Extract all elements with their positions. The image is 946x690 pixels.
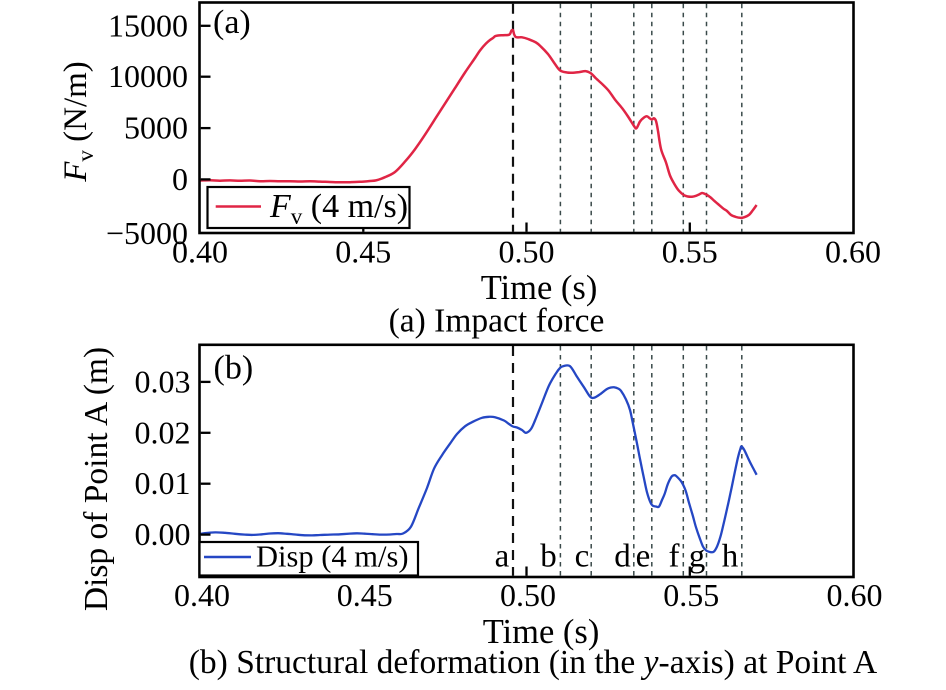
svg-text:(a): (a) <box>213 4 251 41</box>
svg-text:0.01: 0.01 <box>135 465 191 501</box>
svg-text:(b): (b) <box>214 350 254 387</box>
svg-text:Fv (4 m/s): Fv (4 m/s) <box>269 188 408 229</box>
svg-text:(a) Impact force: (a) Impact force <box>389 303 605 340</box>
svg-text:0.55: 0.55 <box>663 577 719 613</box>
svg-text:(b) Structural deformation (in: (b) Structural deformation (in the y-axi… <box>189 644 877 681</box>
svg-text:c: c <box>575 539 590 575</box>
svg-text:0.03: 0.03 <box>135 363 191 399</box>
svg-text:d: d <box>614 539 631 575</box>
svg-text:Disp (4 m/s): Disp (4 m/s) <box>256 540 409 574</box>
svg-text:Time (s): Time (s) <box>481 269 598 307</box>
svg-text:0.50: 0.50 <box>500 577 556 613</box>
svg-text:−5000: −5000 <box>106 215 188 251</box>
svg-text:0.60: 0.60 <box>827 577 883 613</box>
svg-text:Time (s): Time (s) <box>483 613 600 651</box>
svg-text:0.55: 0.55 <box>662 234 718 270</box>
svg-text:0: 0 <box>172 161 188 197</box>
svg-text:Fv (N/m): Fv (N/m) <box>58 61 98 183</box>
svg-text:0.40: 0.40 <box>172 234 228 270</box>
svg-text:0.45: 0.45 <box>337 577 393 613</box>
svg-text:5000: 5000 <box>124 110 188 146</box>
svg-text:h: h <box>722 539 739 575</box>
svg-text:15000: 15000 <box>108 7 188 43</box>
svg-text:f: f <box>669 539 680 575</box>
svg-text:0.50: 0.50 <box>499 234 555 270</box>
svg-text:g: g <box>689 539 706 575</box>
svg-text:e: e <box>636 539 651 575</box>
svg-text:Disp of Point A (m): Disp of Point A (m) <box>78 347 115 611</box>
svg-text:0.00: 0.00 <box>135 516 191 552</box>
svg-text:0.40: 0.40 <box>174 577 230 613</box>
svg-text:0.60: 0.60 <box>825 234 881 270</box>
svg-text:10000: 10000 <box>108 58 188 94</box>
svg-text:b: b <box>540 539 557 575</box>
svg-text:a: a <box>495 539 510 575</box>
svg-text:0.45: 0.45 <box>335 234 391 270</box>
svg-text:0.02: 0.02 <box>135 414 191 450</box>
